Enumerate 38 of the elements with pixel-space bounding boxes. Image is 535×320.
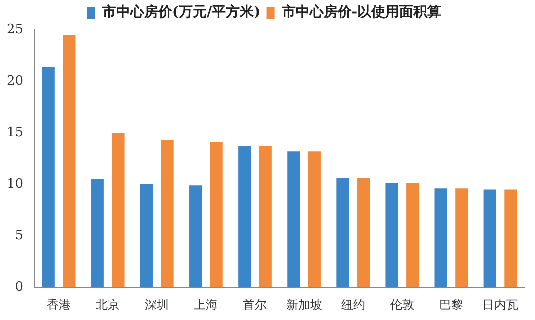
x-tick-label: 上海 [194, 298, 218, 312]
bar [140, 184, 153, 288]
x-tick-label: 新加坡 [286, 298, 322, 312]
bar [238, 146, 252, 288]
x-tick-label: 首尔 [243, 298, 268, 312]
bar [210, 142, 223, 288]
x-tick-label: 纽约 [341, 298, 366, 312]
bar [406, 184, 420, 288]
y-tick-label: 25 [6, 22, 24, 38]
bar [112, 133, 125, 288]
legend-label: 市中心房价-以使用面积算 [280, 4, 442, 21]
bar [484, 190, 496, 288]
y-tick-label: 0 [15, 280, 24, 295]
bar [386, 184, 398, 288]
x-tick-label: 伦敦 [390, 298, 414, 312]
y-tick-label: 5 [15, 228, 24, 244]
bar [91, 179, 104, 288]
bar [308, 152, 321, 288]
y-tick-label: 15 [6, 125, 24, 140]
bar [190, 186, 202, 288]
bar [42, 67, 55, 288]
bar [456, 188, 468, 288]
bar [259, 146, 272, 288]
bar [434, 188, 448, 288]
x-tick-label: 日内瓦 [482, 298, 518, 312]
x-tick-label: 香港 [47, 298, 72, 312]
y-tick-label: 10 [6, 176, 24, 192]
bar [161, 140, 174, 288]
bar [63, 35, 76, 288]
bar [358, 178, 370, 288]
x-tick-label: 巴黎 [439, 298, 464, 312]
x-tick-label: 北京 [96, 298, 120, 312]
bar [504, 190, 518, 288]
x-tick-label: 深圳 [145, 298, 170, 312]
bar [288, 152, 300, 288]
legend-label: 市中心房价(万元/平方米) [101, 4, 261, 21]
y-tick-label: 20 [6, 74, 24, 89]
bar [336, 178, 350, 288]
